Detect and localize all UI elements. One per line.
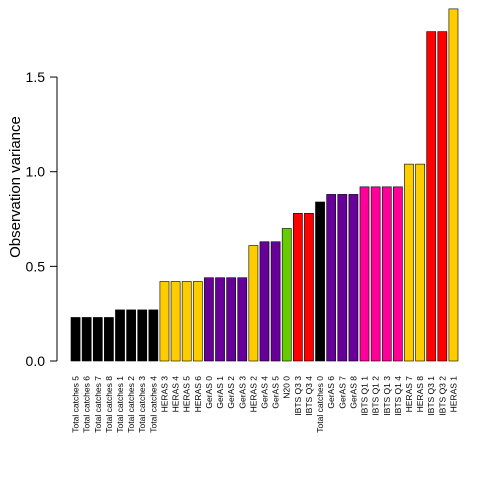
x-tick-label: GerAS 1	[215, 376, 225, 409]
y-axis-title: Observation variance	[7, 116, 24, 258]
x-tick-label: IBTS Q1 2	[371, 376, 381, 416]
x-tick-label: GerAS 2	[226, 376, 236, 409]
x-tick-label: Total catches 1	[115, 376, 125, 433]
y-tick-label: 0.5	[26, 258, 46, 274]
x-tick-label: GerAS 3	[237, 376, 247, 409]
x-tick-label: IBTS Q3 3	[293, 376, 303, 416]
x-tick-label: GerAS 7	[337, 376, 347, 409]
x-tick-label: Total catches 2	[126, 376, 136, 433]
bar	[215, 277, 225, 362]
x-tick-label: GerAS 6	[326, 376, 336, 409]
bar	[370, 186, 381, 362]
bar	[237, 277, 248, 362]
x-tick-label: Total catches 4	[148, 376, 158, 433]
x-tick-label: IBTS Q3 1	[426, 376, 436, 416]
bar	[381, 186, 392, 362]
x-tick-label: HERAS 3	[159, 376, 169, 413]
bar	[137, 309, 148, 362]
y-tick-label: 1.5	[26, 69, 46, 85]
bar	[248, 245, 259, 362]
x-tick-label: Total catches 6	[82, 376, 92, 433]
bar	[415, 163, 425, 362]
y-tick-label: 1.0	[26, 164, 46, 180]
bar	[292, 213, 303, 362]
bar	[348, 194, 359, 362]
x-tick-label: HERAS 7	[404, 376, 414, 413]
x-tick-label: GerAS 0	[204, 376, 214, 409]
bar	[92, 317, 103, 362]
bar	[426, 31, 437, 362]
x-tick-label: GerAS 4	[260, 376, 270, 409]
y-tick-label: 0.0	[26, 353, 46, 369]
bar	[181, 281, 192, 362]
bar	[104, 317, 114, 362]
bars-group	[70, 8, 459, 362]
bar	[359, 186, 370, 362]
x-tick-label: HERAS 4	[171, 376, 181, 413]
x-tick-label: IBTS Q3 4	[304, 376, 314, 416]
bar	[337, 194, 348, 362]
x-tick-label: Total catches 0	[315, 376, 325, 433]
bar	[126, 309, 136, 362]
bar	[437, 31, 448, 362]
x-tick-label: HERAS 8	[415, 376, 425, 413]
x-tick-label: N20 0	[282, 376, 292, 399]
bar	[204, 277, 214, 362]
bar	[192, 281, 203, 362]
x-tick-label: Total catches 5	[71, 376, 81, 433]
x-tick-label: HERAS 1	[448, 376, 458, 413]
bar	[148, 309, 159, 362]
bar	[281, 228, 292, 362]
x-tick-label: IBTS Q3 2	[437, 376, 447, 416]
bar	[115, 309, 125, 362]
x-tick-label: HERAS 6	[193, 376, 203, 413]
bar	[259, 241, 270, 362]
x-tick-label: Total catches 3	[137, 376, 147, 433]
bar	[393, 186, 403, 362]
x-tick-label: IBTS Q1 3	[382, 376, 392, 416]
x-tick-label: GerAS 5	[271, 376, 281, 409]
bar	[404, 163, 414, 362]
bar	[159, 281, 170, 362]
bar	[81, 317, 92, 362]
bar	[270, 241, 281, 362]
x-tick-label: HERAS 5	[182, 376, 192, 413]
bar	[70, 317, 81, 362]
x-tick-label: GerAS 8	[348, 376, 358, 409]
bar	[315, 201, 325, 362]
bar	[326, 194, 337, 362]
x-tick-label: IBTS Q1 1	[360, 376, 370, 416]
bar	[448, 8, 459, 362]
x-tick-labels: Total catches 5 Total catches 6 Total catc…	[71, 376, 459, 433]
x-tick-label: IBTS Q1 4	[393, 376, 403, 416]
x-tick-label: Total catches 7	[93, 376, 103, 433]
x-tick-label: Total catches 8	[104, 376, 114, 433]
y-axis: 0.0 0.5 1.0 1.5	[26, 69, 58, 369]
bar	[170, 281, 181, 362]
bar	[226, 277, 237, 362]
bar	[304, 213, 314, 362]
x-tick-label: HERAS 2	[248, 376, 258, 413]
